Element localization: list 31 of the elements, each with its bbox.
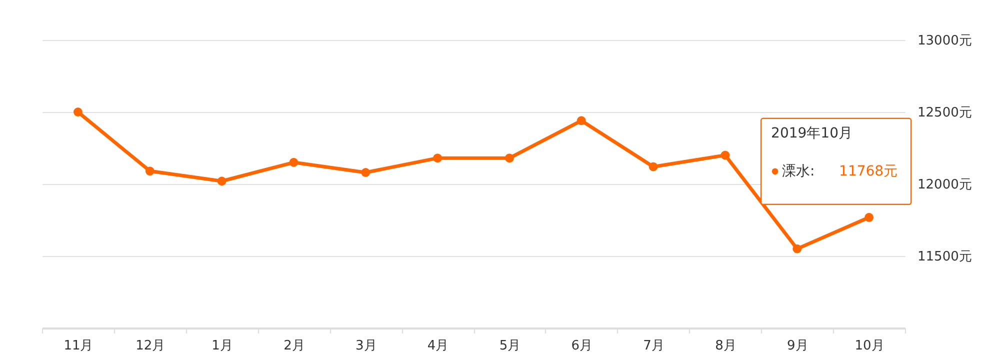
y-tick-label: 11500元 (918, 250, 972, 264)
x-tick-label: 8月 (715, 338, 736, 354)
legend-label: 溧水: (782, 163, 815, 180)
x-tick-label: 4月 (427, 338, 449, 354)
point (145, 166, 154, 176)
x-tick-label: 1月 (212, 338, 233, 354)
point (648, 162, 658, 172)
x-tick-label: 3月 (355, 338, 377, 354)
x-tick-label: 5月 (499, 338, 521, 354)
x-tick-label: 12月 (136, 338, 166, 354)
x-tick-label: 7月 (643, 338, 664, 354)
x-tick-label: 10月 (854, 338, 884, 354)
point (73, 108, 82, 116)
point (576, 116, 586, 126)
point (792, 244, 802, 254)
point (720, 150, 730, 160)
point (217, 176, 226, 186)
y-tick-label: 13000元 (918, 34, 972, 48)
point (361, 168, 370, 177)
x-tick-label: 11月 (64, 338, 94, 354)
x-tick-label: 6月 (571, 338, 593, 354)
point (433, 154, 442, 163)
point (289, 158, 298, 167)
y-tick-label: 12000元 (918, 178, 972, 192)
y-tick-label: 12500元 (918, 106, 972, 120)
x-tick-label: 2月 (284, 338, 305, 354)
x-tick-label: 9月 (786, 338, 808, 354)
data-label: 11768元 (839, 163, 898, 180)
point (864, 212, 874, 222)
point (504, 154, 514, 163)
annotation: 2019年10月 (771, 125, 852, 142)
